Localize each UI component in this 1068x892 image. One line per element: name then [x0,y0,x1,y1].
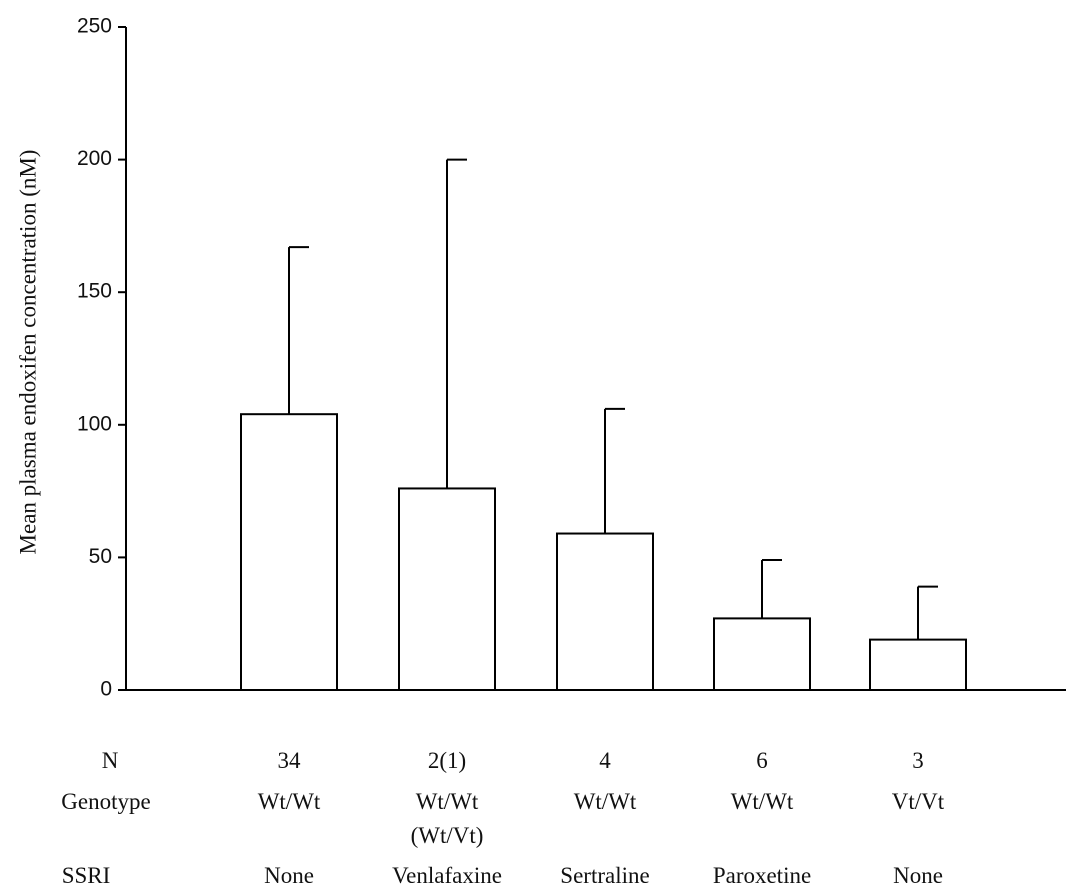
table-row-label: N [102,748,119,773]
bars [240,413,967,691]
bar [869,638,967,691]
n-value: 3 [912,748,924,773]
y-tick-label: 200 [77,147,112,170]
bar [556,532,654,691]
ssri-value: Sertraline [560,863,649,888]
genotype-value: Wt/Wt [731,789,794,814]
error-bars [288,158,938,640]
table-row-label: SSRI [62,863,111,888]
y-tick-label: 50 [89,545,112,568]
n-value: 4 [599,748,611,773]
summary-table: NGenotypeSSRI34Wt/WtNone2(1)Wt/Wt(Wt/Vt)… [61,748,945,888]
genotype-value: Wt/Wt [416,789,479,814]
genotype-value-secondary: (Wt/Vt) [411,823,484,848]
y-tick-label: 0 [100,678,112,701]
ssri-value: None [264,863,314,888]
n-value: 2(1) [428,748,466,773]
genotype-value: Wt/Wt [258,789,321,814]
n-value: 6 [756,748,768,773]
y-axis-label: Mean plasma endoxifen concentration (nM) [15,150,40,555]
ssri-value: Paroxetine [713,863,811,888]
bar [713,617,811,691]
table-row-label: Genotype [61,789,150,814]
y-ticks: 0 50 100 150 200 250 [77,15,126,701]
ssri-value: None [893,863,943,888]
y-tick-label: 150 [77,280,112,303]
genotype-value: Wt/Wt [574,789,637,814]
y-tick-label: 100 [77,412,112,435]
genotype-value: Vt/Vt [892,789,945,814]
bar [240,413,338,691]
n-value: 34 [278,748,302,773]
y-tick-label: 250 [77,15,112,38]
bar [398,487,496,691]
ssri-value: Venlafaxine [392,863,502,888]
